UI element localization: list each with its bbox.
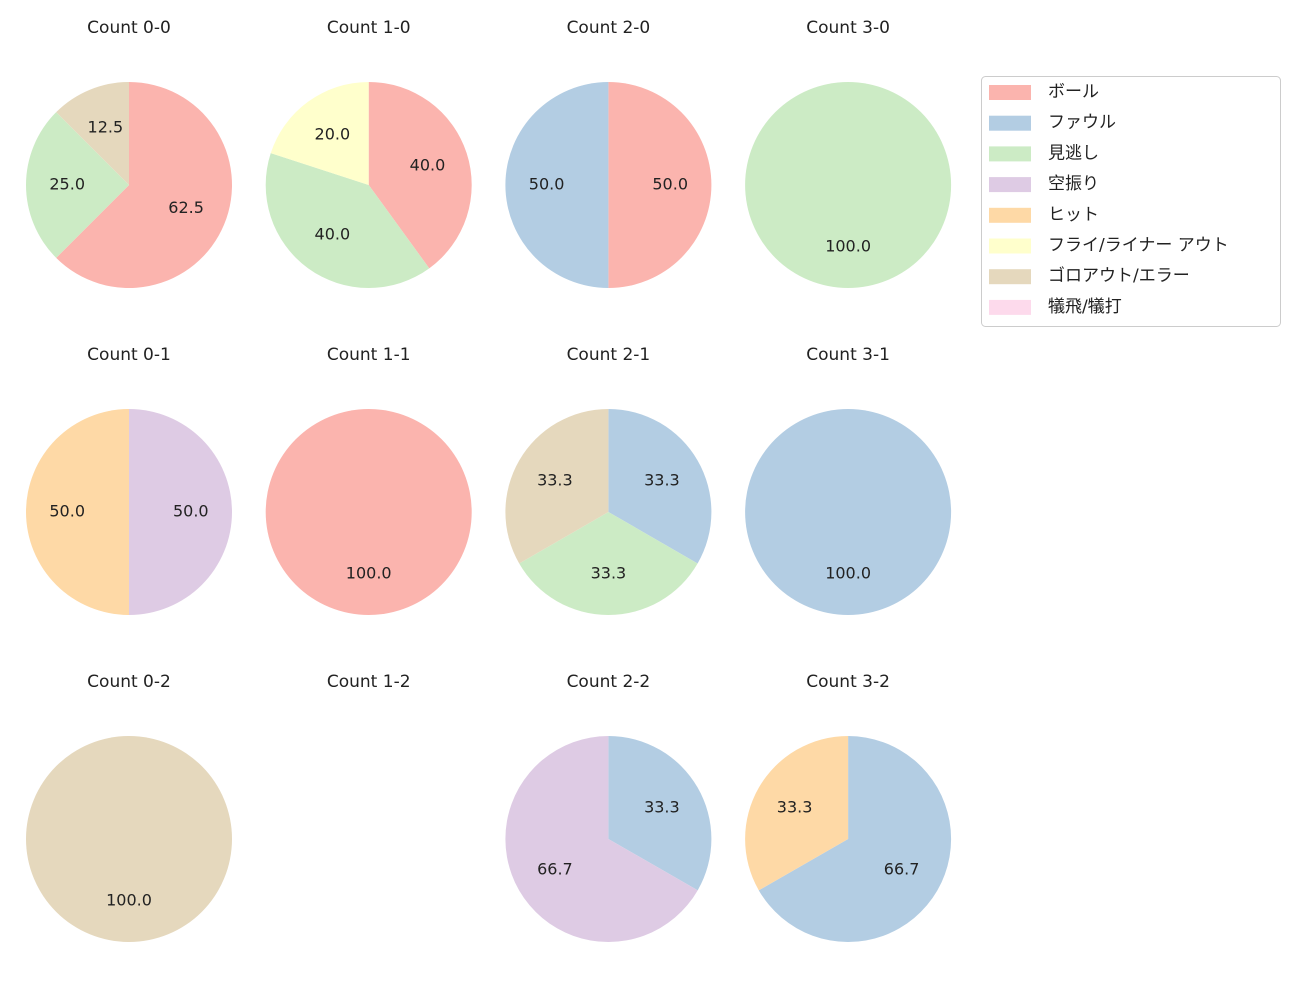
chart-title: Count 3-0 — [806, 18, 890, 38]
legend-label: ゴロアウト/エラー — [1048, 265, 1190, 286]
chart-title: Count 3-1 — [806, 345, 890, 365]
data-label: 100.0 — [825, 236, 871, 255]
legend-label: 見逃し — [1048, 143, 1099, 163]
legend-swatch — [989, 269, 1031, 285]
pie-slice — [129, 409, 232, 615]
pie-slice — [26, 112, 130, 258]
data-label: 20.0 — [315, 125, 351, 144]
pie-slice — [270, 82, 369, 185]
data-label: 66.7 — [537, 859, 573, 878]
pie-slice — [26, 409, 129, 615]
pie-slice — [608, 409, 712, 564]
data-label: 100.0 — [106, 890, 152, 909]
pie-slice — [745, 736, 849, 891]
legend-swatch — [989, 238, 1031, 254]
legend-label: フライ/ライナー アウト — [1048, 236, 1229, 256]
pie-slice — [745, 82, 952, 288]
data-label: 40.0 — [410, 155, 446, 174]
legend-swatch — [989, 299, 1031, 315]
chart-title: Count 1-1 — [327, 345, 411, 365]
data-label: 50.0 — [652, 175, 688, 194]
data-label: 33.3 — [777, 798, 813, 817]
chart-title: Count 0-1 — [87, 345, 171, 365]
data-label: 33.3 — [591, 563, 627, 582]
pie-slice — [519, 512, 698, 615]
chart-title: Count 1-2 — [327, 672, 411, 692]
pie-slice — [265, 409, 472, 615]
data-label: 33.3 — [644, 798, 680, 817]
chart-title: Count 2-2 — [567, 672, 651, 692]
data-label: 25.0 — [49, 175, 85, 194]
data-label: 50.0 — [49, 502, 85, 521]
pie-slice — [745, 409, 952, 615]
legend-label: 犠飛/犠打 — [1048, 297, 1122, 317]
data-label: 50.0 — [529, 175, 565, 194]
legend-swatch — [989, 85, 1031, 100]
data-label: 100.0 — [825, 563, 871, 582]
data-label: 100.0 — [346, 563, 392, 582]
legend-frame — [981, 76, 1281, 327]
pie-slice — [608, 82, 712, 288]
chart-title: Count 1-0 — [327, 18, 411, 38]
pie-slice — [505, 736, 698, 942]
data-label: 50.0 — [173, 502, 209, 521]
data-label: 62.5 — [168, 198, 204, 217]
pie-slice — [758, 736, 952, 943]
data-label: 66.7 — [884, 859, 920, 878]
data-label: 12.5 — [88, 117, 124, 136]
pie-slice — [368, 82, 472, 269]
pie-slice — [265, 153, 430, 288]
pie-slice — [26, 736, 232, 942]
chart-title: Count 0-0 — [87, 18, 171, 38]
pie-slice — [56, 82, 130, 185]
data-label: 33.3 — [537, 471, 573, 490]
legend-label: ヒット — [1048, 205, 1099, 225]
legend-label: 空振り — [1048, 174, 1099, 194]
data-label: 40.0 — [315, 224, 351, 243]
legend-swatch — [989, 177, 1031, 193]
legend-swatch — [989, 207, 1031, 223]
chart-title: Count 2-1 — [567, 345, 651, 365]
pie-slice — [505, 409, 609, 564]
pie-slice — [608, 736, 712, 891]
pie-slice — [505, 82, 609, 288]
legend-label: ファウル — [1048, 113, 1116, 133]
data-label: 33.3 — [644, 471, 680, 490]
legend-label: ボール — [1048, 82, 1099, 102]
legend-swatch — [989, 146, 1031, 162]
chart-title: Count 0-2 — [87, 672, 171, 692]
pie-slice — [56, 82, 233, 288]
chart-title: Count 2-0 — [567, 18, 651, 38]
chart-title: Count 3-2 — [806, 672, 890, 692]
legend-swatch — [989, 115, 1031, 131]
